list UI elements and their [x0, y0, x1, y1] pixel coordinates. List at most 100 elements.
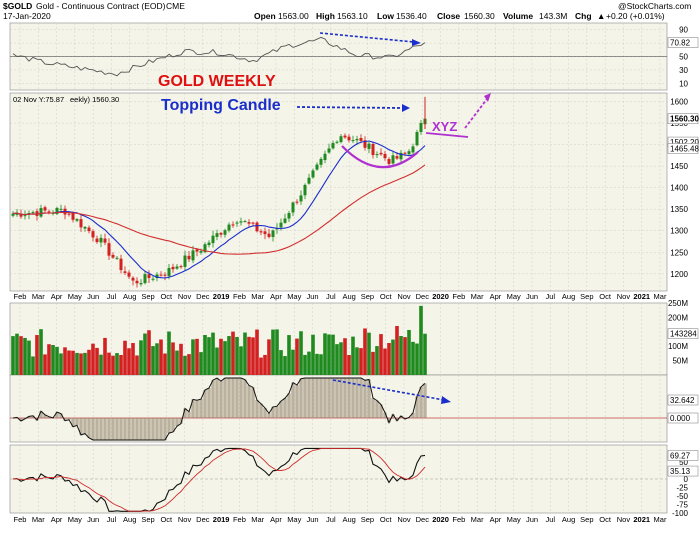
candle-body: [231, 224, 235, 226]
x-tick-label-bottom: Jul: [326, 515, 336, 524]
stoch-y-tick: -25: [676, 484, 688, 493]
candle-body: [167, 268, 171, 277]
volume-bar: [259, 357, 263, 375]
chg-label: Chg: [575, 11, 592, 21]
volume-bar: [255, 329, 259, 375]
volume-bar: [291, 349, 295, 375]
x-tick-label: 2020: [432, 292, 449, 301]
candle-body: [211, 235, 215, 244]
x-tick-label-bottom: Nov: [397, 515, 411, 524]
volume-bar: [39, 329, 43, 375]
x-tick-label-bottom: 2021: [633, 515, 650, 524]
candle-body: [383, 153, 387, 159]
volume-bar: [19, 336, 23, 375]
candle-body: [267, 233, 271, 237]
ma-fast-label: 1502.20: [670, 138, 699, 147]
stoch-slow-label-box: [667, 465, 699, 477]
candle-body: [163, 274, 167, 276]
oscillator-zero-label: 0.000: [670, 414, 691, 423]
x-tick-label-bottom: May: [287, 515, 301, 524]
candle-body: [203, 244, 207, 253]
xyz-arrow-head: [484, 93, 491, 102]
volume-bar: [83, 352, 87, 375]
x-tick-label-bottom: Aug: [562, 515, 575, 524]
volume-bar: [299, 331, 303, 375]
x-tick-label: May: [68, 292, 82, 301]
candle-body: [327, 148, 331, 153]
candle-body: [347, 136, 351, 141]
xyz-line: [425, 132, 469, 138]
x-tick-label: Apr: [490, 292, 502, 301]
candle-body: [59, 208, 63, 210]
chart-header: $GOLD Gold - Continuous Contract (EOD) C…: [3, 1, 691, 21]
y-tick-label: 1400: [670, 184, 688, 193]
close-label: Close: [437, 11, 460, 21]
candle-body: [283, 218, 287, 223]
candle-body: [111, 254, 115, 258]
x-tick-label-bottom: Dec: [196, 515, 210, 524]
stoch-y-tick: -75: [676, 501, 688, 510]
candle-body: [55, 207, 59, 214]
x-tick-label: Jun: [307, 292, 319, 301]
volume-y-tick: 200M: [668, 313, 688, 322]
rounded-bottom-curve: [341, 145, 419, 169]
x-tick-label: Jun: [526, 292, 538, 301]
stoch-fast-label-box: [667, 450, 699, 461]
volume-bar: [279, 350, 283, 375]
volume-bar: [155, 343, 159, 375]
volume-bar: [143, 333, 147, 375]
candle-body: [71, 213, 75, 220]
volume-bar: [215, 347, 219, 375]
candle-body: [227, 224, 231, 231]
volume-bar: [407, 329, 411, 375]
volume-bar: [35, 335, 39, 375]
x-tick-label: 2019: [213, 292, 230, 301]
volume-bar: [379, 334, 383, 375]
volume-bar: [31, 356, 35, 375]
volume-bar: [191, 339, 195, 375]
symbol: $GOLD: [3, 1, 32, 11]
price-legend-close: eekly) 1560.30: [70, 95, 119, 104]
volume-bar: [391, 339, 395, 375]
x-tick-label-bottom: Apr: [51, 515, 63, 524]
volume-bar: [51, 345, 55, 375]
volume-label: Volume: [503, 11, 533, 21]
x-tick-label-bottom: Nov: [617, 515, 631, 524]
candle-body: [107, 243, 111, 256]
volume-bar: [331, 334, 335, 375]
candle-body: [307, 177, 311, 184]
volume-bar: [207, 337, 211, 375]
volume-bar: [195, 338, 199, 375]
y-tick-label: 1450: [670, 162, 688, 171]
chart-date: 17-Jan-2020: [3, 11, 51, 21]
high-value: 1563.10: [337, 11, 368, 21]
high-label: High: [316, 11, 335, 21]
price-panel: [9, 92, 668, 292]
x-tick-label: Sep: [361, 292, 374, 301]
x-tick-label-bottom: Feb: [452, 515, 465, 524]
x-tick-label-bottom: Mar: [471, 515, 484, 524]
rsi-divergence-arrow: [412, 39, 421, 46]
candle-body: [291, 202, 295, 213]
volume-bar: [343, 338, 347, 375]
x-tick-label: Nov: [178, 292, 192, 301]
x-tick-label: Feb: [233, 292, 246, 301]
topping-candle-annotation: Topping Candle: [161, 97, 281, 114]
candle-body: [335, 141, 339, 143]
x-tick-label-bottom: Jun: [87, 515, 99, 524]
x-tick-label: Dec: [196, 292, 210, 301]
price-legend: 02 Nov Y:75.87: [13, 95, 64, 104]
x-tick-label: Aug: [562, 292, 575, 301]
volume-bar: [307, 351, 311, 375]
candle-body: [403, 152, 407, 154]
volume-bar: [327, 334, 331, 375]
x-tick-label-bottom: Jul: [545, 515, 555, 524]
candle-body: [247, 222, 251, 224]
volume-bar: [315, 353, 319, 375]
volume-bar: [275, 329, 279, 375]
xyz-annotation: XYZ: [432, 119, 457, 134]
rsi-y-tick: 50: [679, 53, 688, 62]
candle-body: [315, 164, 319, 170]
volume-bar: [355, 347, 359, 375]
